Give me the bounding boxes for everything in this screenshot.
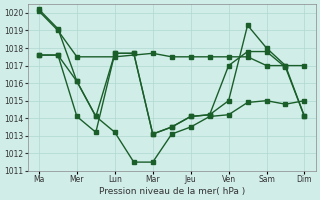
X-axis label: Pression niveau de la mer( hPa ): Pression niveau de la mer( hPa ) (99, 187, 245, 196)
